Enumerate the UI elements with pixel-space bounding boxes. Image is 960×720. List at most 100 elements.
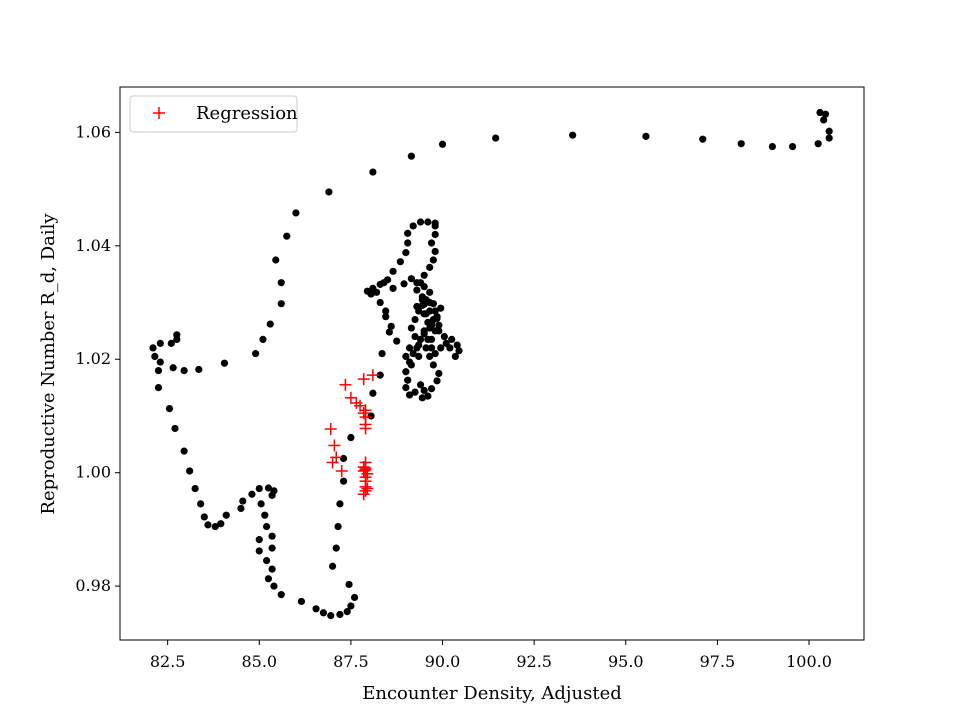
data-point (451, 352, 459, 361)
data-point (814, 140, 822, 148)
data-point (328, 562, 337, 570)
data-point (180, 447, 188, 455)
x-tick-label: 97.5 (700, 652, 736, 671)
x-axis-ticks: 82.5 85.0 87.5 90.0 92.5 95.0 97.5 100.0 (150, 640, 832, 671)
data-point (420, 330, 428, 338)
legend-box (129, 95, 298, 133)
data-point (211, 522, 219, 531)
regression-point (359, 463, 372, 476)
data-point (327, 612, 335, 620)
data-point (416, 381, 425, 389)
data-point (825, 127, 833, 135)
data-point (345, 580, 353, 589)
data-point (369, 168, 377, 176)
data-point (277, 591, 285, 599)
data-point (382, 313, 390, 321)
data-point (420, 386, 428, 395)
data-point (268, 532, 276, 540)
data-point (385, 328, 393, 336)
data-point (402, 384, 410, 392)
data-point (420, 271, 428, 279)
data-point (431, 247, 439, 256)
data-point (283, 232, 291, 240)
data-point (248, 490, 256, 498)
regression-point (335, 464, 348, 477)
data-point (264, 575, 273, 583)
regression-point (328, 439, 341, 452)
data-point (427, 385, 436, 393)
data-point (768, 142, 776, 151)
data-point (424, 335, 432, 343)
regression-point (324, 423, 337, 436)
data-point (825, 134, 833, 142)
data-point (200, 513, 208, 521)
data-point (255, 547, 263, 555)
data-point (492, 134, 500, 142)
data-point (261, 511, 269, 519)
data-point (438, 140, 447, 148)
data-point (415, 307, 423, 315)
data-point (405, 358, 414, 366)
data-point (220, 359, 229, 367)
data-point (252, 349, 260, 358)
data-point (332, 544, 340, 552)
data-point (165, 404, 174, 413)
regression-point (344, 391, 357, 404)
data-point (204, 521, 212, 529)
data-point (339, 454, 348, 463)
data-point (404, 239, 412, 247)
data-point (270, 582, 278, 590)
data-point (411, 388, 419, 396)
data-point (380, 279, 388, 287)
data-marks (149, 108, 833, 620)
data-point (448, 335, 456, 343)
legend: Regression (129, 95, 298, 133)
data-point (424, 218, 432, 226)
data-point (257, 500, 265, 508)
data-point (416, 335, 425, 343)
x-tick-label: 82.5 (150, 652, 186, 671)
x-tick-label: 90.0 (425, 652, 461, 671)
data-point (263, 522, 271, 531)
data-point (416, 279, 425, 287)
data-point (426, 324, 434, 332)
data-point (820, 116, 828, 124)
data-point (816, 108, 824, 117)
data-point (407, 324, 415, 332)
data-point (435, 321, 443, 329)
data-point (382, 307, 390, 315)
data-point (297, 597, 306, 606)
data-point (424, 392, 432, 400)
regression-point (357, 373, 370, 386)
data-point (363, 287, 371, 295)
data-point (325, 188, 333, 196)
data-point (427, 239, 436, 247)
data-point (343, 608, 351, 616)
data-point (277, 279, 285, 287)
x-axis-label: Encounter Density, Adjusted (362, 683, 622, 704)
data-point (404, 229, 412, 237)
data-point (642, 132, 650, 140)
y-tick-label: 1.04 (75, 236, 111, 255)
data-point (402, 249, 410, 257)
data-point (376, 371, 384, 379)
data-point (222, 511, 230, 519)
regression-point (339, 378, 352, 391)
data-point (416, 218, 425, 226)
data-point (277, 300, 285, 308)
regression-point (361, 482, 374, 495)
data-point (437, 344, 445, 352)
data-point (347, 602, 355, 610)
data-point (442, 339, 450, 347)
data-point (191, 484, 199, 493)
plot-area (120, 87, 864, 640)
data-point (151, 352, 159, 361)
regression-point (359, 422, 372, 435)
data-point (402, 368, 410, 376)
data-point (266, 320, 274, 328)
regression-point (357, 407, 370, 420)
data-point (433, 314, 441, 323)
data-point (186, 467, 194, 475)
y-tick-label: 1.02 (75, 349, 111, 368)
data-point (372, 288, 381, 296)
